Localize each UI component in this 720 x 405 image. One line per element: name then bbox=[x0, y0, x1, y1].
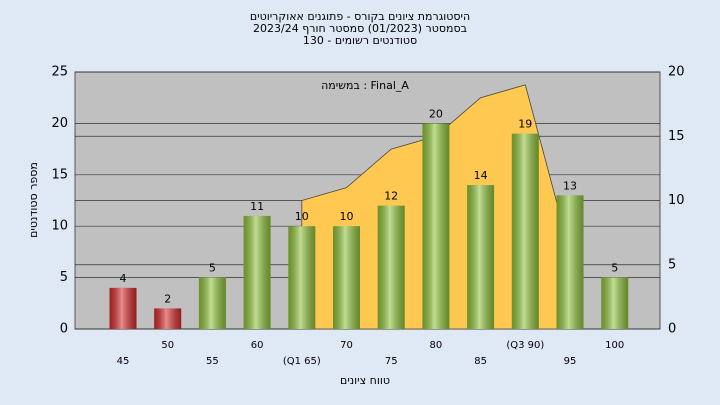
x-tick-label: 85 bbox=[474, 356, 487, 367]
y-tick-label: 25 bbox=[51, 65, 68, 80]
bar-shine bbox=[556, 195, 584, 329]
bar-shine bbox=[243, 215, 271, 329]
bar-shine bbox=[333, 226, 360, 329]
y2-tick-label: 5 bbox=[668, 257, 676, 272]
x-tick-label: 60 bbox=[251, 340, 264, 351]
y-tick-label: 10 bbox=[51, 219, 68, 234]
y-tick-label: 20 bbox=[51, 116, 68, 131]
value-label: 5 bbox=[611, 262, 618, 275]
x-tick-label: 55 bbox=[206, 356, 219, 367]
x-tick-label: 45 bbox=[117, 356, 130, 367]
y-tick-label: 15 bbox=[51, 167, 68, 182]
y2-tick-label: 0 bbox=[668, 322, 676, 337]
y-tick-label: 5 bbox=[60, 270, 68, 285]
value-label: 2 bbox=[164, 292, 171, 305]
y-axis-label: מספר סטודנטים bbox=[27, 162, 40, 238]
x-tick-label: 75 bbox=[385, 356, 398, 367]
x-axis-label: טווח ציונים bbox=[340, 374, 390, 387]
y-tick-label: 0 bbox=[60, 322, 68, 337]
bar-shine bbox=[601, 277, 629, 329]
x-tick-label: 70 bbox=[340, 340, 353, 351]
y2-tick-label: 15 bbox=[668, 129, 685, 144]
value-label: 13 bbox=[563, 179, 577, 192]
y2-tick-label: 10 bbox=[668, 193, 685, 208]
bar-shine bbox=[377, 205, 405, 329]
bar-shine bbox=[198, 277, 226, 329]
x-tick-label: (Q1 65) bbox=[283, 356, 321, 367]
bar-shine bbox=[511, 133, 539, 329]
bar-shine bbox=[109, 287, 137, 329]
annotation: במשימה : Final_A bbox=[321, 79, 409, 92]
value-label: 4 bbox=[120, 272, 127, 285]
value-label: 20 bbox=[429, 107, 443, 120]
value-label: 11 bbox=[250, 200, 264, 213]
bar-shine bbox=[422, 123, 450, 330]
value-label: 12 bbox=[384, 190, 398, 203]
chart-title: היסטוגרמת ציונים בקורס - פתוגנים אאוקריו… bbox=[250, 10, 470, 23]
y2-tick-label: 20 bbox=[668, 65, 685, 80]
value-label: 10 bbox=[295, 210, 309, 223]
bar-shine bbox=[288, 226, 316, 329]
x-tick-label: (Q3 90) bbox=[506, 340, 544, 351]
value-label: 19 bbox=[518, 118, 532, 131]
x-tick-label: 100 bbox=[605, 340, 624, 351]
x-tick-label: 50 bbox=[161, 340, 174, 351]
x-tick-label: 80 bbox=[430, 340, 443, 351]
bar-shine bbox=[467, 185, 495, 329]
value-label: 14 bbox=[474, 169, 488, 182]
value-label: 10 bbox=[340, 210, 354, 223]
bar-shine bbox=[154, 308, 182, 329]
x-tick-label: 95 bbox=[564, 356, 577, 367]
value-label: 5 bbox=[209, 262, 216, 275]
chart-title: בסמסטר (01/2023) סמסטר חורף 2023/24 bbox=[253, 22, 467, 35]
chart-title: סטודנטים רשומים - 130 bbox=[303, 34, 417, 47]
